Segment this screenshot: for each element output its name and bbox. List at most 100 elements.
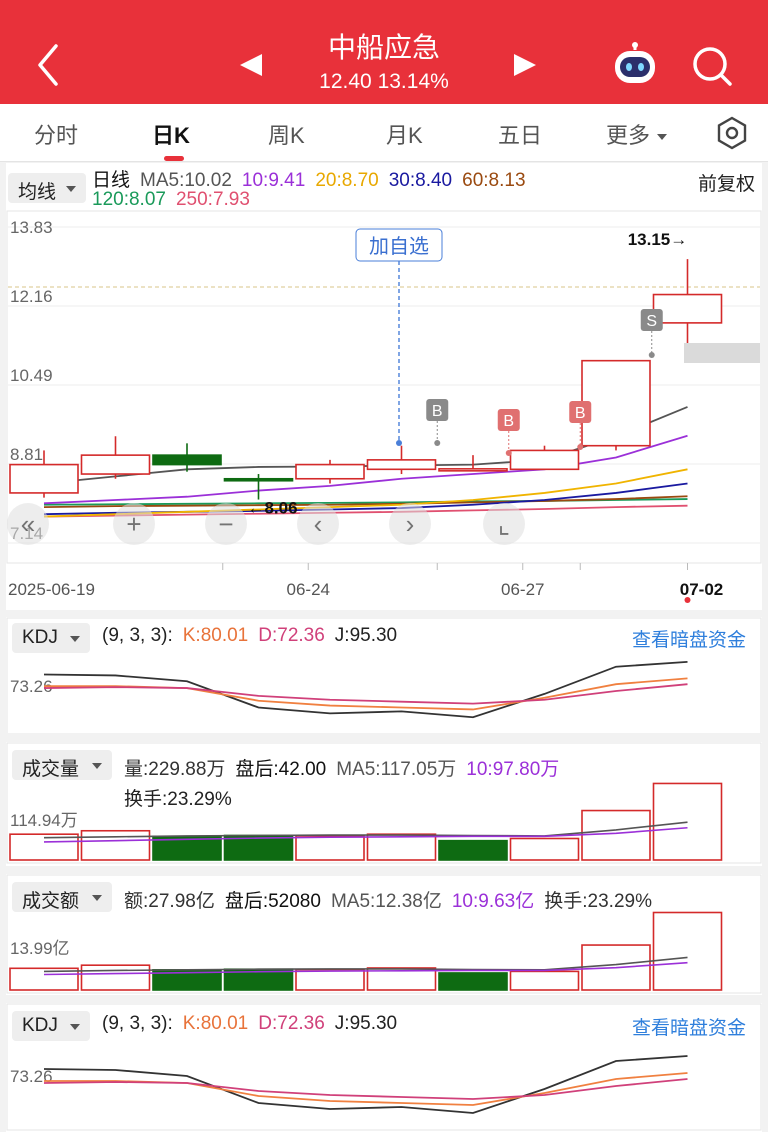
trade-mark-dot <box>505 450 512 456</box>
candle-body <box>509 449 580 471</box>
panel-frame <box>6 1003 762 1131</box>
scroll-left-icon-glyph: ‹ <box>314 509 323 539</box>
back-chevron-icon[interactable] <box>30 40 70 90</box>
candle-body <box>652 293 723 324</box>
kdj2-j-value: J:95.30 <box>334 1013 398 1034</box>
settings-hexagon-icon[interactable] <box>716 116 748 150</box>
chart-frame <box>6 210 762 564</box>
kdj-indicator-select[interactable]: KDJ <box>12 623 90 653</box>
stock-price: 12.40 <box>319 70 372 93</box>
reset-view-icon[interactable] <box>483 503 525 545</box>
y-tick-label: 10.49 <box>10 366 53 385</box>
trade-mark-label: B <box>503 413 514 430</box>
bar-ma10-line <box>43 826 688 843</box>
tab-weekly-k[interactable]: 周K <box>268 123 305 148</box>
volume-after-hours: 盘后:42.00 <box>235 759 327 780</box>
trade-mark-label: S <box>646 313 657 330</box>
kdj-j-line <box>43 660 688 719</box>
dark-pool-funds-link[interactable]: 查看暗盘资金 <box>632 630 747 651</box>
x-tick-label: 06-24 <box>287 580 330 599</box>
ma-legend-row1: 日线 MA5:10.02 10:9.41 20:8.70 30:8.40 60:8.13 <box>92 165 536 192</box>
trade-mark-badge <box>569 401 592 423</box>
volume-select-label: 成交量 <box>22 759 80 780</box>
prev-arrow-icon[interactable] <box>236 52 266 78</box>
volume-indicator-select[interactable]: 成交量 <box>12 750 112 780</box>
current-date-dot <box>684 597 691 603</box>
y-tick-label: 13.83 <box>10 218 53 237</box>
scroll-right-icon[interactable] <box>389 503 431 545</box>
trade-mark-badge <box>497 409 520 431</box>
legend-ma60: 60:8.13 <box>462 170 526 191</box>
volume-bar <box>366 967 437 991</box>
volume-legend-row1: 量:229.88万 盘后:42.00 MA5:117.05万 10:97.80万 <box>124 754 569 781</box>
dark-pool-funds-link-2[interactable]: 查看暗盘资金 <box>632 1018 747 1039</box>
zoom-out-icon[interactable] <box>205 503 247 545</box>
volume-value: 量:229.88万 <box>124 759 226 780</box>
volume-bar <box>366 833 437 861</box>
adjust-mode[interactable]: 前复权 <box>698 174 756 195</box>
next-arrow-icon[interactable] <box>510 52 540 78</box>
trade-mark-badge <box>426 399 449 421</box>
kdj-panel-2: KDJ (9, 3, 3): K:80.01 D:72.36 J:95.30 查看暗盘… <box>6 1003 762 1132</box>
ma-indicator-select-label: 均线 <box>18 182 57 203</box>
amount-y-tick: 13.99亿 <box>10 939 70 958</box>
volume-bar <box>295 968 365 991</box>
trade-mark-label: B <box>575 405 586 422</box>
volume-bar <box>509 970 580 991</box>
tab-daily-k[interactable]: 日K <box>152 123 190 148</box>
tab-more[interactable]: 更多 <box>606 118 668 150</box>
scroll-left-icon[interactable] <box>297 503 339 545</box>
search-icon[interactable] <box>690 44 734 88</box>
tab-five-day[interactable]: 五日 <box>498 123 543 148</box>
kdj2-legend: (9, 3, 3): K:80.01 D:72.36 J:95.30 <box>102 1013 407 1035</box>
ma10-line <box>43 434 688 505</box>
volume-bar <box>509 837 580 861</box>
kdj2-d-value: D:72.36 <box>258 1013 325 1034</box>
kdj2-k-value: K:80.01 <box>182 1013 249 1034</box>
trade-mark-badge <box>640 309 663 331</box>
candlestick-chart[interactable]: 13.8312.1610.498.817.142025-06-1906-2406… <box>6 163 762 610</box>
amount-indicator-select[interactable]: 成交额 <box>12 882 112 912</box>
zoom-in-icon-glyph: + <box>126 509 141 539</box>
volume-bar <box>438 972 508 991</box>
volume-bar <box>223 834 294 861</box>
zoom-out-icon-glyph: − <box>218 509 233 539</box>
chevron-down-icon <box>657 134 668 141</box>
candle-body <box>581 359 651 447</box>
zoom-in-icon[interactable] <box>113 503 155 545</box>
kdj-d-value: D:72.36 <box>258 625 325 646</box>
legend-ma120: 120:8.07 <box>92 189 166 210</box>
kdj-k-value: K:80.01 <box>182 625 249 646</box>
tab-intraday[interactable]: 分时 <box>34 123 79 148</box>
volume-bar <box>581 809 651 861</box>
period-tabs: 分时 日K 周K 月K 五日 更多 <box>0 104 768 162</box>
legend-ma10: 10:9.41 <box>241 170 306 191</box>
volume-y-tick: 114.94万 <box>10 811 78 830</box>
trade-mark-label: B <box>432 403 443 420</box>
amount-panel: 成交额 额:27.98亿 盘后:52080 MA5:12.38亿 10:9.63亿 换手… <box>6 874 762 995</box>
legend-ma5: MA5:10.02 <box>140 170 232 191</box>
volume-ma10: 10:97.80万 <box>466 759 560 780</box>
active-tab-indicator <box>164 156 184 161</box>
legend-ma20: 20:8.70 <box>315 170 379 191</box>
robot-assistant-icon[interactable] <box>610 42 660 88</box>
kdj-d-line <box>43 683 688 705</box>
candle-body <box>438 468 508 472</box>
legend-ma30: 30:8.40 <box>388 170 453 191</box>
scroll-left-fast-icon[interactable] <box>7 503 49 545</box>
kdj-j-line <box>43 1055 688 1114</box>
x-tick-label: 2025-06-19 <box>8 580 95 599</box>
high-price-marker: 13.15→ <box>628 230 688 249</box>
tab-monthly-k[interactable]: 月K <box>386 123 423 148</box>
volume-ma5: MA5:117.05万 <box>336 759 457 780</box>
volume-panel: 成交量 量:229.88万 盘后:42.00 MA5:117.05万 10:97.80… <box>6 742 762 866</box>
kline-panel: 均线 日线 MA5:10.02 10:9.41 20:8.70 30:8.40 60:8.… <box>6 163 762 610</box>
kdj2-indicator-select[interactable]: KDJ <box>12 1011 90 1041</box>
kdj-params: (9, 3, 3): <box>102 625 173 646</box>
amount-select-label: 成交额 <box>22 891 80 912</box>
stock-name: 中船应急 <box>327 32 440 63</box>
candle-body <box>80 454 151 475</box>
amount-after-hours: 盘后:52080 <box>224 891 321 912</box>
x-tick-label: 06-27 <box>501 580 544 599</box>
ma-indicator-select[interactable]: 均线 <box>8 173 86 203</box>
